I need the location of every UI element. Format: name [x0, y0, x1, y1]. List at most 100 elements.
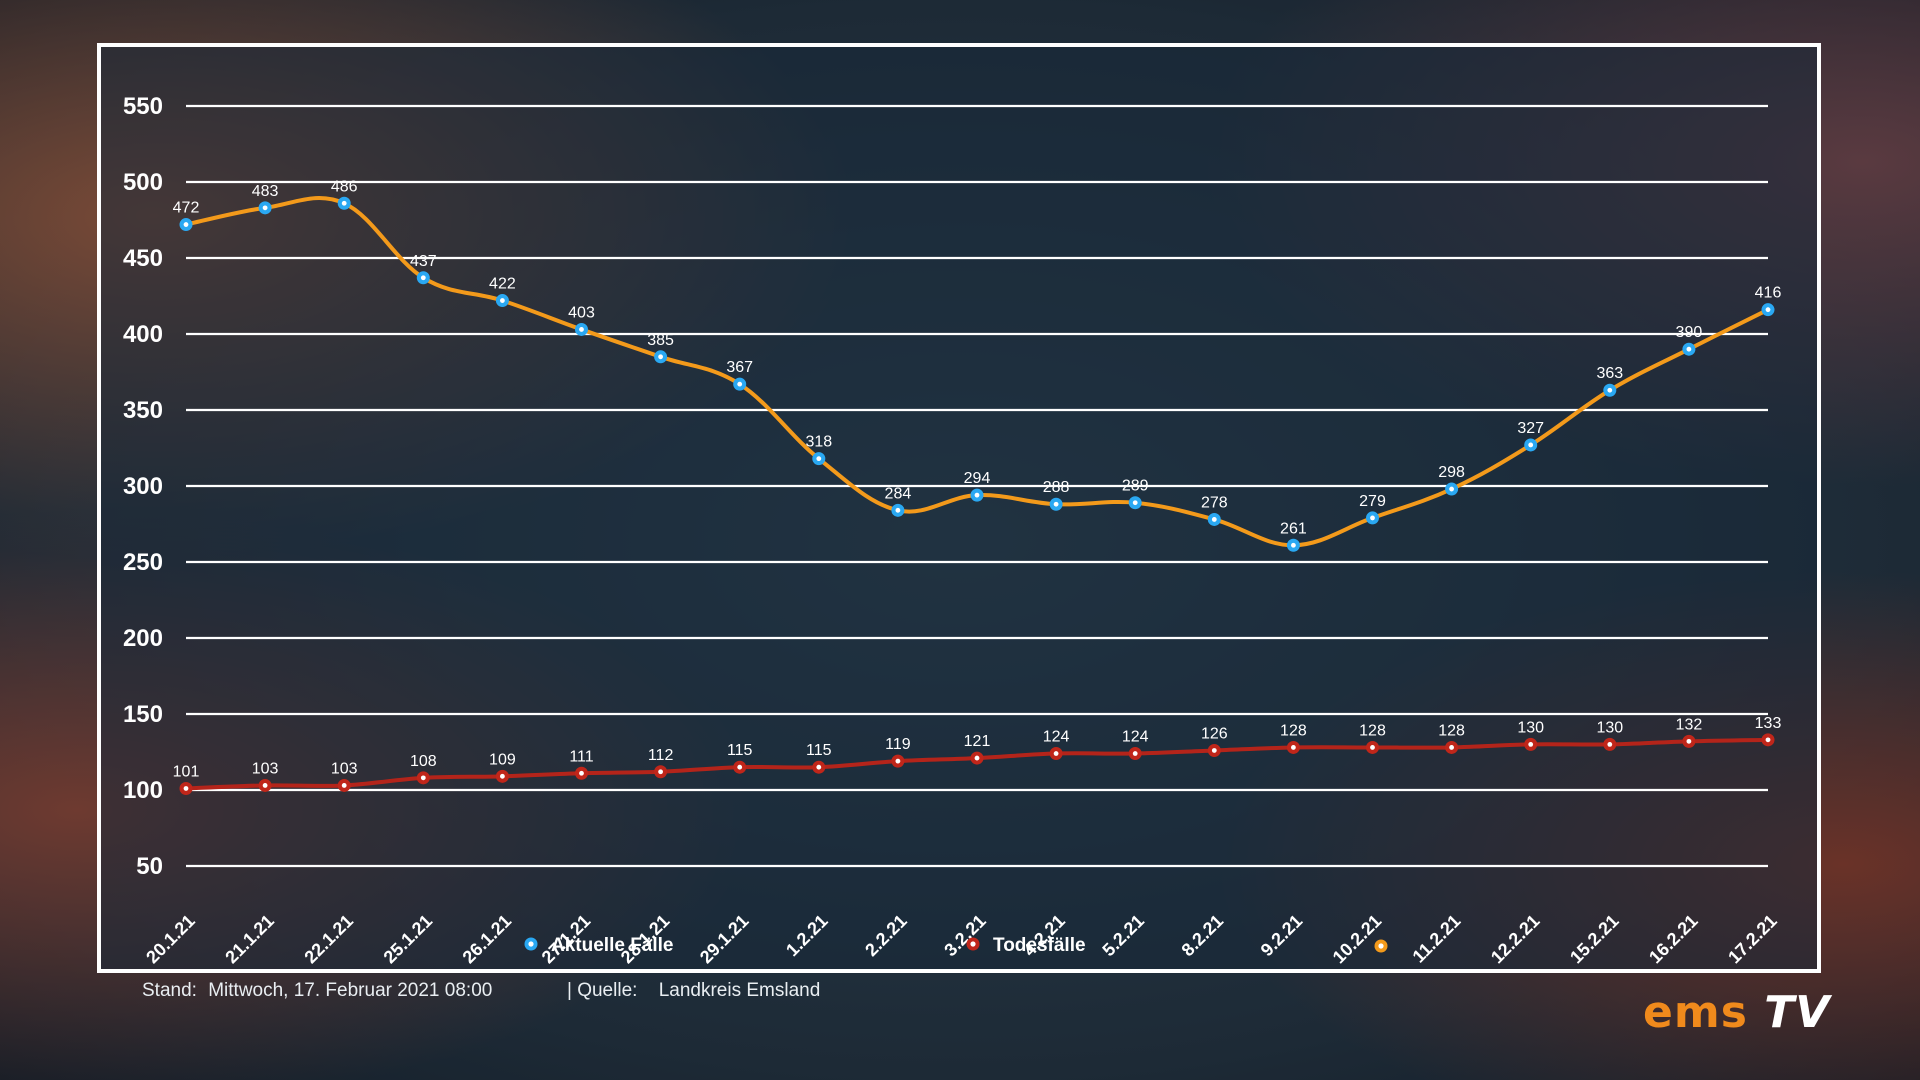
- x-tick-label: 25.1.21: [380, 911, 437, 968]
- data-point-center: [1053, 501, 1059, 507]
- x-tick-label: 2.2.21: [861, 911, 911, 961]
- data-point-center: [1449, 486, 1454, 492]
- data-point-center: [1291, 745, 1296, 750]
- data-point-center: [1607, 387, 1613, 393]
- data-point-center: [341, 783, 347, 788]
- x-tick-label: 21.1.21: [221, 911, 278, 968]
- data-point-center: [1132, 500, 1138, 506]
- data-label: 111: [569, 748, 593, 765]
- data-point-center: [1528, 442, 1534, 448]
- data-label: 437: [410, 253, 437, 270]
- data-point-center: [1370, 515, 1375, 521]
- x-tick-label: 12.2.21: [1487, 911, 1544, 968]
- data-label: 109: [489, 751, 516, 768]
- data-point-center: [579, 770, 584, 776]
- data-label: 284: [885, 485, 912, 502]
- source-label: | Quelle:: [567, 980, 638, 1001]
- x-tick-label: 20.1.21: [142, 911, 199, 968]
- footer-stand: Stand: Mittwoch, 17. Februar 2021 08:00: [142, 980, 492, 1002]
- data-point-center: [974, 492, 980, 498]
- data-label: 115: [727, 742, 753, 759]
- data-label: 288: [1043, 479, 1070, 496]
- data-point-center: [500, 298, 505, 303]
- source-value: Landkreis Emsland: [658, 980, 821, 1001]
- data-point-center: [816, 764, 822, 770]
- y-tick-label: 350: [123, 397, 163, 424]
- data-label: 472: [173, 200, 200, 217]
- y-tick-label: 450: [123, 245, 163, 272]
- y-tick-label: 500: [123, 169, 163, 196]
- data-label: 318: [805, 434, 832, 451]
- data-label: 119: [885, 736, 911, 753]
- x-tick-label: 3.2.21: [940, 911, 990, 961]
- data-label: 278: [1201, 494, 1228, 511]
- x-tick-label: 8.2.21: [1178, 911, 1228, 961]
- data-label: 327: [1517, 420, 1544, 437]
- data-point-center: [1765, 737, 1771, 743]
- data-label: 385: [647, 332, 674, 349]
- data-point-center: [1607, 742, 1613, 747]
- data-label: 128: [1359, 722, 1386, 739]
- data-point-center: [420, 775, 426, 781]
- logo-tv: TV: [1764, 987, 1831, 1038]
- x-tick-label: 17.2.21: [1724, 911, 1781, 968]
- data-label: 403: [568, 304, 595, 321]
- x-tick-label: 16.2.21: [1645, 911, 1702, 968]
- data-point-center: [974, 755, 980, 761]
- x-tick-label: 29.1.21: [696, 911, 753, 968]
- legend-marker-extra-center: [1378, 943, 1384, 949]
- x-tick-label: 22.1.21: [300, 911, 357, 968]
- legend-marker-center: [528, 941, 534, 947]
- y-tick-label: 300: [123, 473, 163, 500]
- data-label: 124: [1122, 729, 1149, 746]
- logo-ems: ems: [1643, 987, 1748, 1038]
- legend-label: Todesfälle: [993, 935, 1086, 956]
- x-tick-label: 11.2.21: [1409, 911, 1465, 967]
- y-tick-label: 550: [123, 93, 163, 120]
- data-point-center: [262, 205, 268, 211]
- data-label: 101: [173, 763, 200, 780]
- data-point-center: [737, 764, 743, 770]
- data-point-center: [1211, 748, 1217, 753]
- data-label: 132: [1676, 716, 1703, 733]
- ems-tv-logo: ems TV: [1643, 990, 1830, 1036]
- data-point-center: [816, 456, 822, 462]
- data-label: 128: [1280, 722, 1307, 739]
- data-point-center: [1449, 745, 1454, 750]
- data-point-center: [1211, 517, 1217, 522]
- data-label: 289: [1122, 478, 1149, 495]
- data-point-center: [1132, 751, 1138, 756]
- data-label: 261: [1280, 520, 1307, 537]
- data-point-center: [658, 354, 663, 360]
- data-label: 422: [489, 276, 516, 293]
- data-label: 390: [1676, 324, 1703, 341]
- data-label: 108: [410, 753, 437, 770]
- data-label: 133: [1755, 715, 1782, 732]
- data-point-center: [658, 769, 663, 775]
- data-label: 103: [252, 760, 279, 777]
- legend-label: Aktuelle Fälle: [551, 935, 674, 956]
- data-label: 126: [1201, 725, 1228, 742]
- data-label: 294: [964, 470, 991, 487]
- data-point-center: [183, 222, 189, 227]
- data-label: 115: [806, 742, 832, 759]
- line-chart: 50 100 150 200 250 300 350 400 450 500 550 20.1.21 2…: [123, 93, 1782, 968]
- data-point-center: [262, 783, 268, 788]
- data-point-center: [579, 327, 584, 332]
- data-point-center: [1686, 346, 1692, 352]
- data-label: 298: [1438, 464, 1465, 481]
- x-tick-label: 15.2.21: [1566, 911, 1623, 968]
- x-tick-label: 5.2.21: [1098, 911, 1148, 961]
- data-label: 367: [726, 359, 753, 376]
- data-point-center: [737, 381, 743, 387]
- stand-label: Stand:: [142, 980, 197, 1001]
- data-point-center: [183, 786, 189, 791]
- data-point-center: [420, 275, 426, 281]
- data-label: 128: [1438, 722, 1465, 739]
- data-point-center: [1765, 307, 1771, 313]
- data-point-center: [341, 200, 347, 206]
- data-label: 103: [331, 760, 358, 777]
- data-label: 130: [1517, 719, 1544, 736]
- x-tick-label: 9.2.21: [1257, 911, 1307, 961]
- y-tick-label: 250: [123, 549, 163, 576]
